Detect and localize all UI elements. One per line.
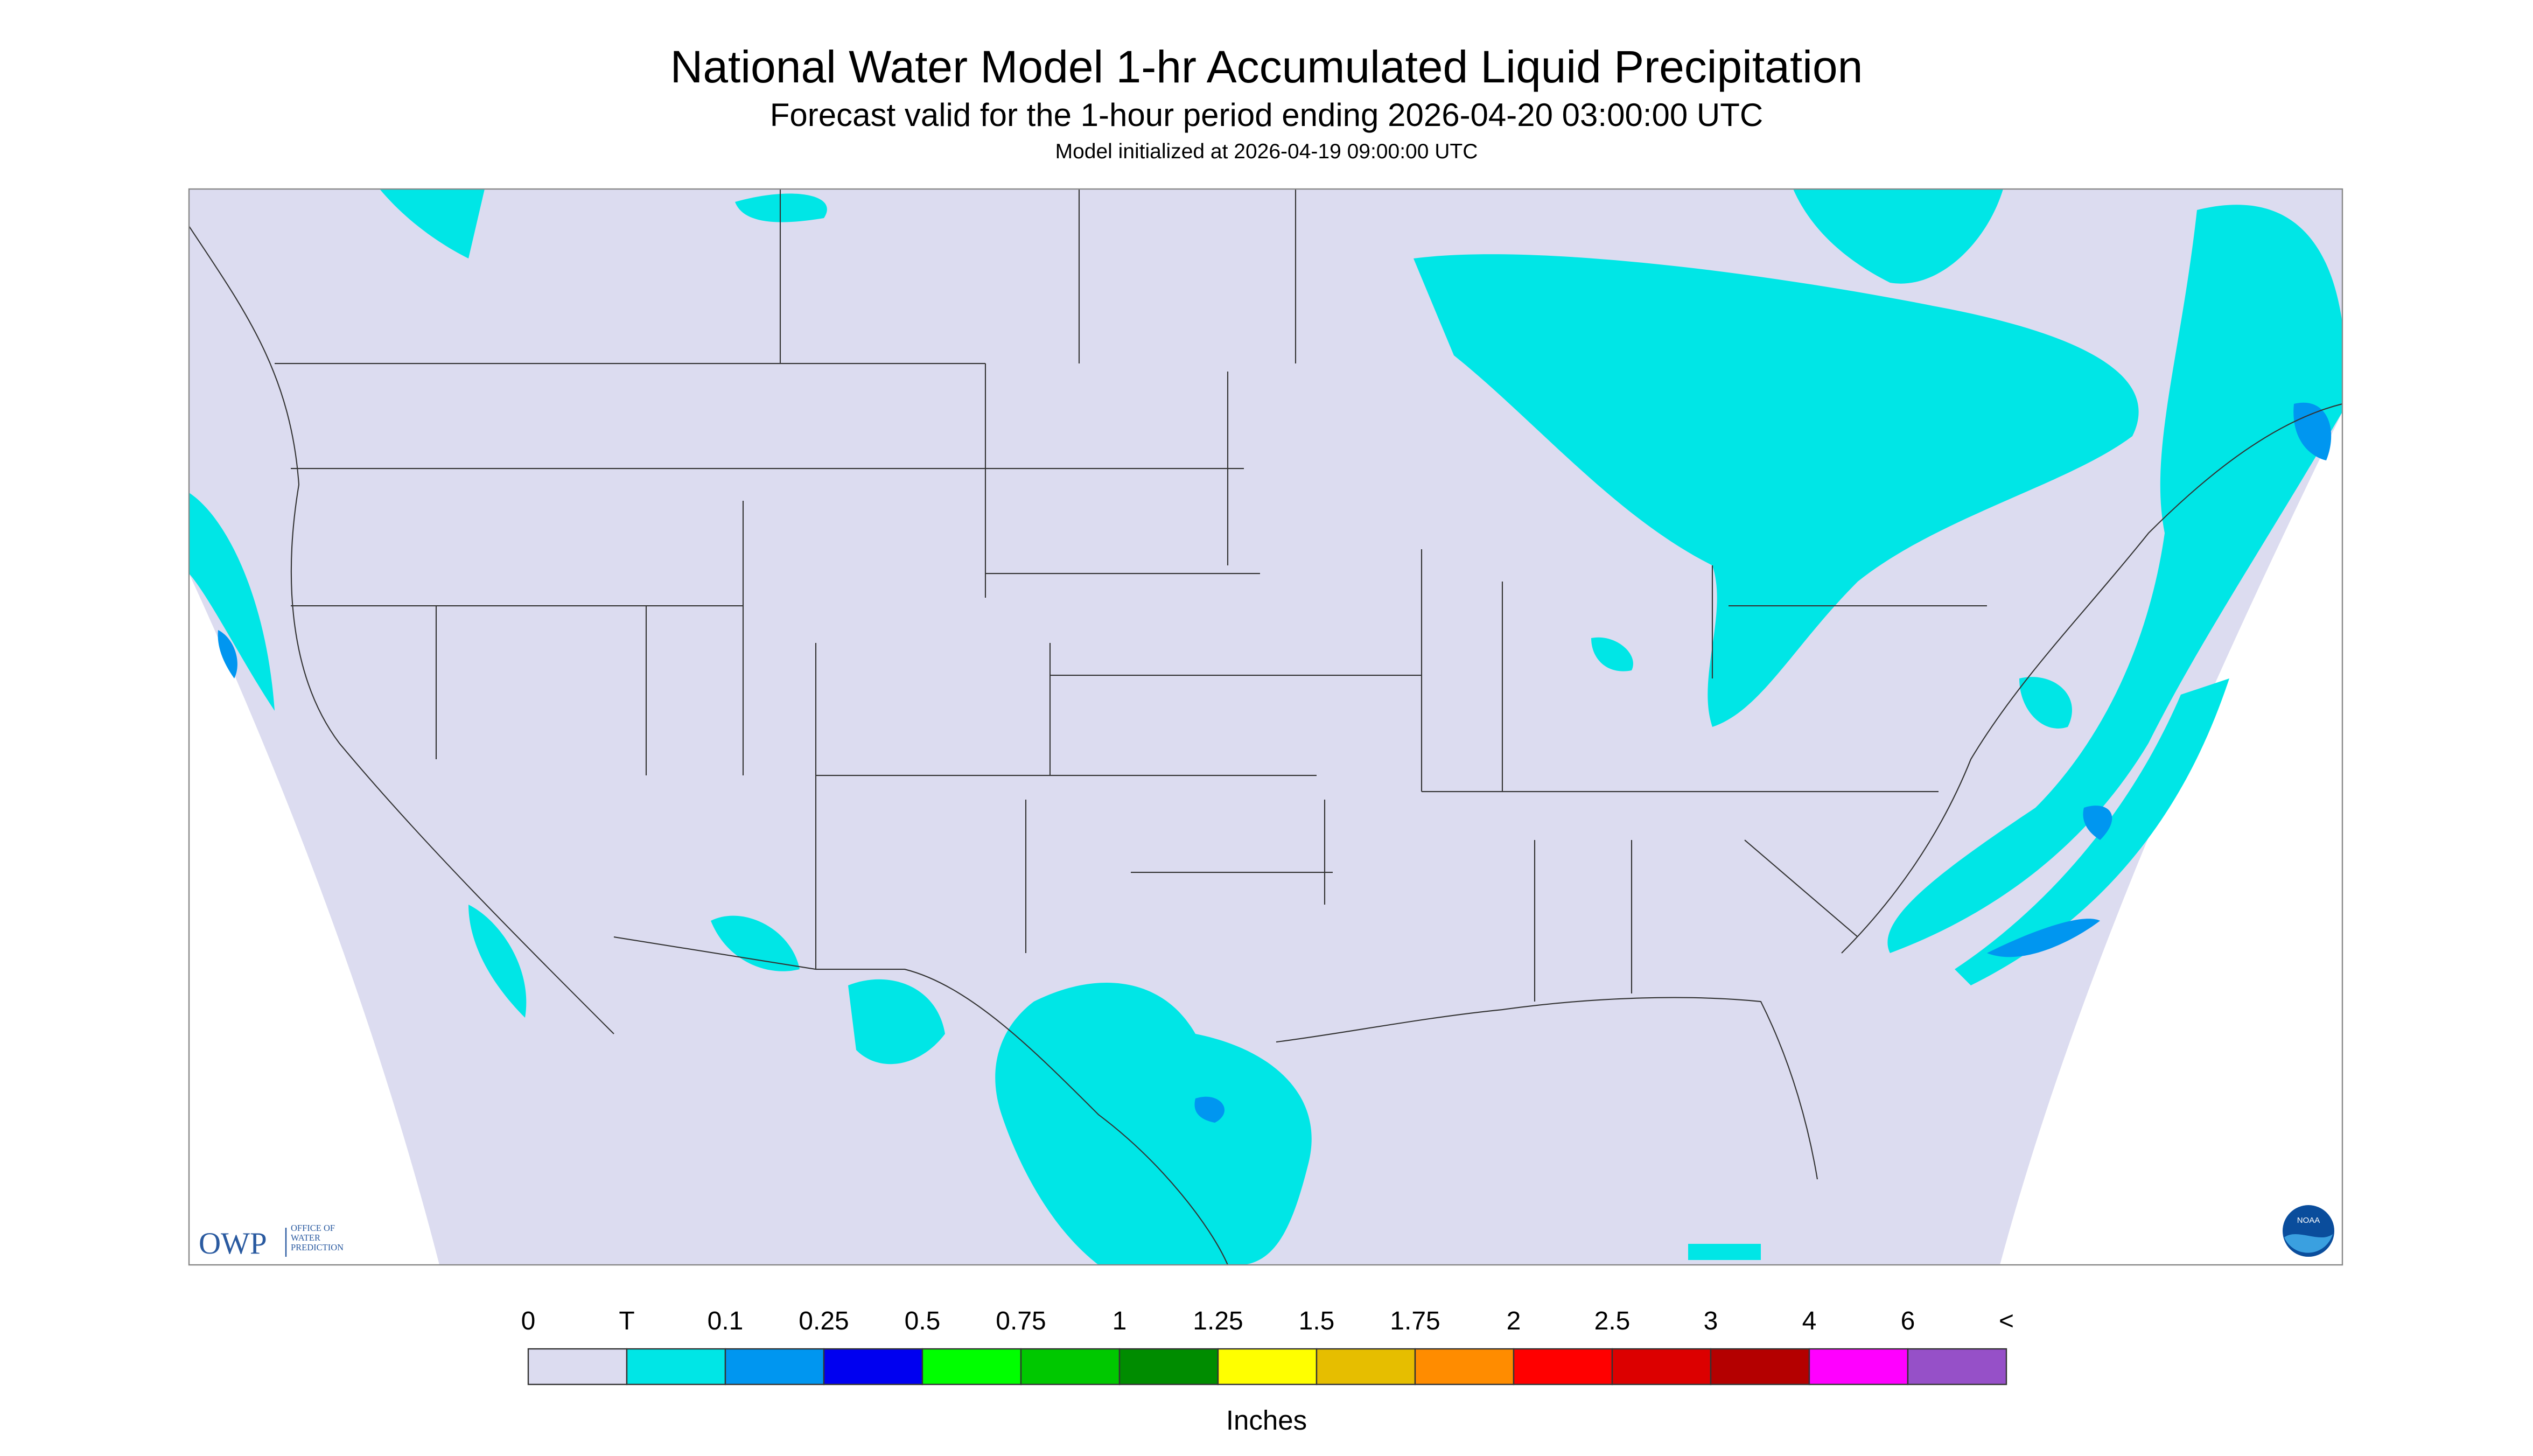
legend-label: 0.1 [708,1307,744,1335]
owp-logo: OWP OFFICE OF WATER PREDICTION [199,1224,344,1261]
legend-swatch [724,1348,825,1385]
precip-heavier [218,402,2332,1123]
legend-label: 0.75 [996,1307,1046,1335]
noaa-text: NOAA [2297,1216,2320,1225]
legend-label: 1.75 [1390,1307,1440,1335]
map-border [188,188,2343,1266]
legend-swatch [921,1348,1022,1385]
boundaries [188,189,2343,1265]
legend-swatch [1808,1348,1909,1385]
legend-swatch [1414,1348,1515,1385]
legend-swatch [1611,1348,1712,1385]
legend-label: 0 [521,1307,536,1335]
legend-label: 1 [1112,1307,1127,1335]
legend-label: 0.5 [905,1307,941,1335]
owp-logo-full-text: OFFICE OF WATER PREDICTION [291,1224,344,1254]
legend-swatch [1316,1348,1416,1385]
legend-label: T [619,1307,634,1335]
precip-areas [189,189,2342,1265]
noaa-wave [2284,1234,2333,1253]
legend-label: 1.5 [1299,1307,1335,1335]
legend-swatch [1217,1348,1318,1385]
legend-label: 2 [1507,1307,1521,1335]
legend: 0 T 0.1 0.25 0.5 0.75 1 1.25 1.5 1.75 2 2.5 3 4 6 < [521,1307,2014,1385]
owp-logo-full: OFFICE OF WATER PREDICTION [291,1224,344,1254]
legend-label: < [1999,1307,2014,1335]
legend-swatch [1118,1348,1219,1385]
legend-swatch [1020,1348,1121,1385]
legend-label: 4 [1802,1307,1817,1335]
noaa-logo: NOAA [2283,1205,2334,1257]
legend-swatch [1710,1348,1810,1385]
title: National Water Model 1-hr Accumulated Li… [670,41,1863,92]
legend-swatch [1907,1348,2007,1385]
legend-label: 0.25 [799,1307,849,1335]
legend-label: 6 [1901,1307,1915,1335]
legend-swatch [527,1348,628,1385]
legend-label: 2.5 [1594,1307,1631,1335]
legend-label: 3 [1704,1307,1718,1335]
owp-logo-text: OWP [199,1227,267,1261]
init-time: Model initialized at 2026-04-19 09:00:00… [1055,140,1478,163]
map: OWP OFFICE OF WATER PREDICTION NOAA [188,188,2343,1266]
subtitle: Forecast valid for the 1-hour period end… [770,97,1763,133]
legend-unit: Inches [1226,1405,1307,1436]
legend-swatch [1513,1348,1613,1385]
legend-label: 1.25 [1193,1307,1243,1335]
legend-swatch [626,1348,726,1385]
legend-swatch [823,1348,923,1385]
